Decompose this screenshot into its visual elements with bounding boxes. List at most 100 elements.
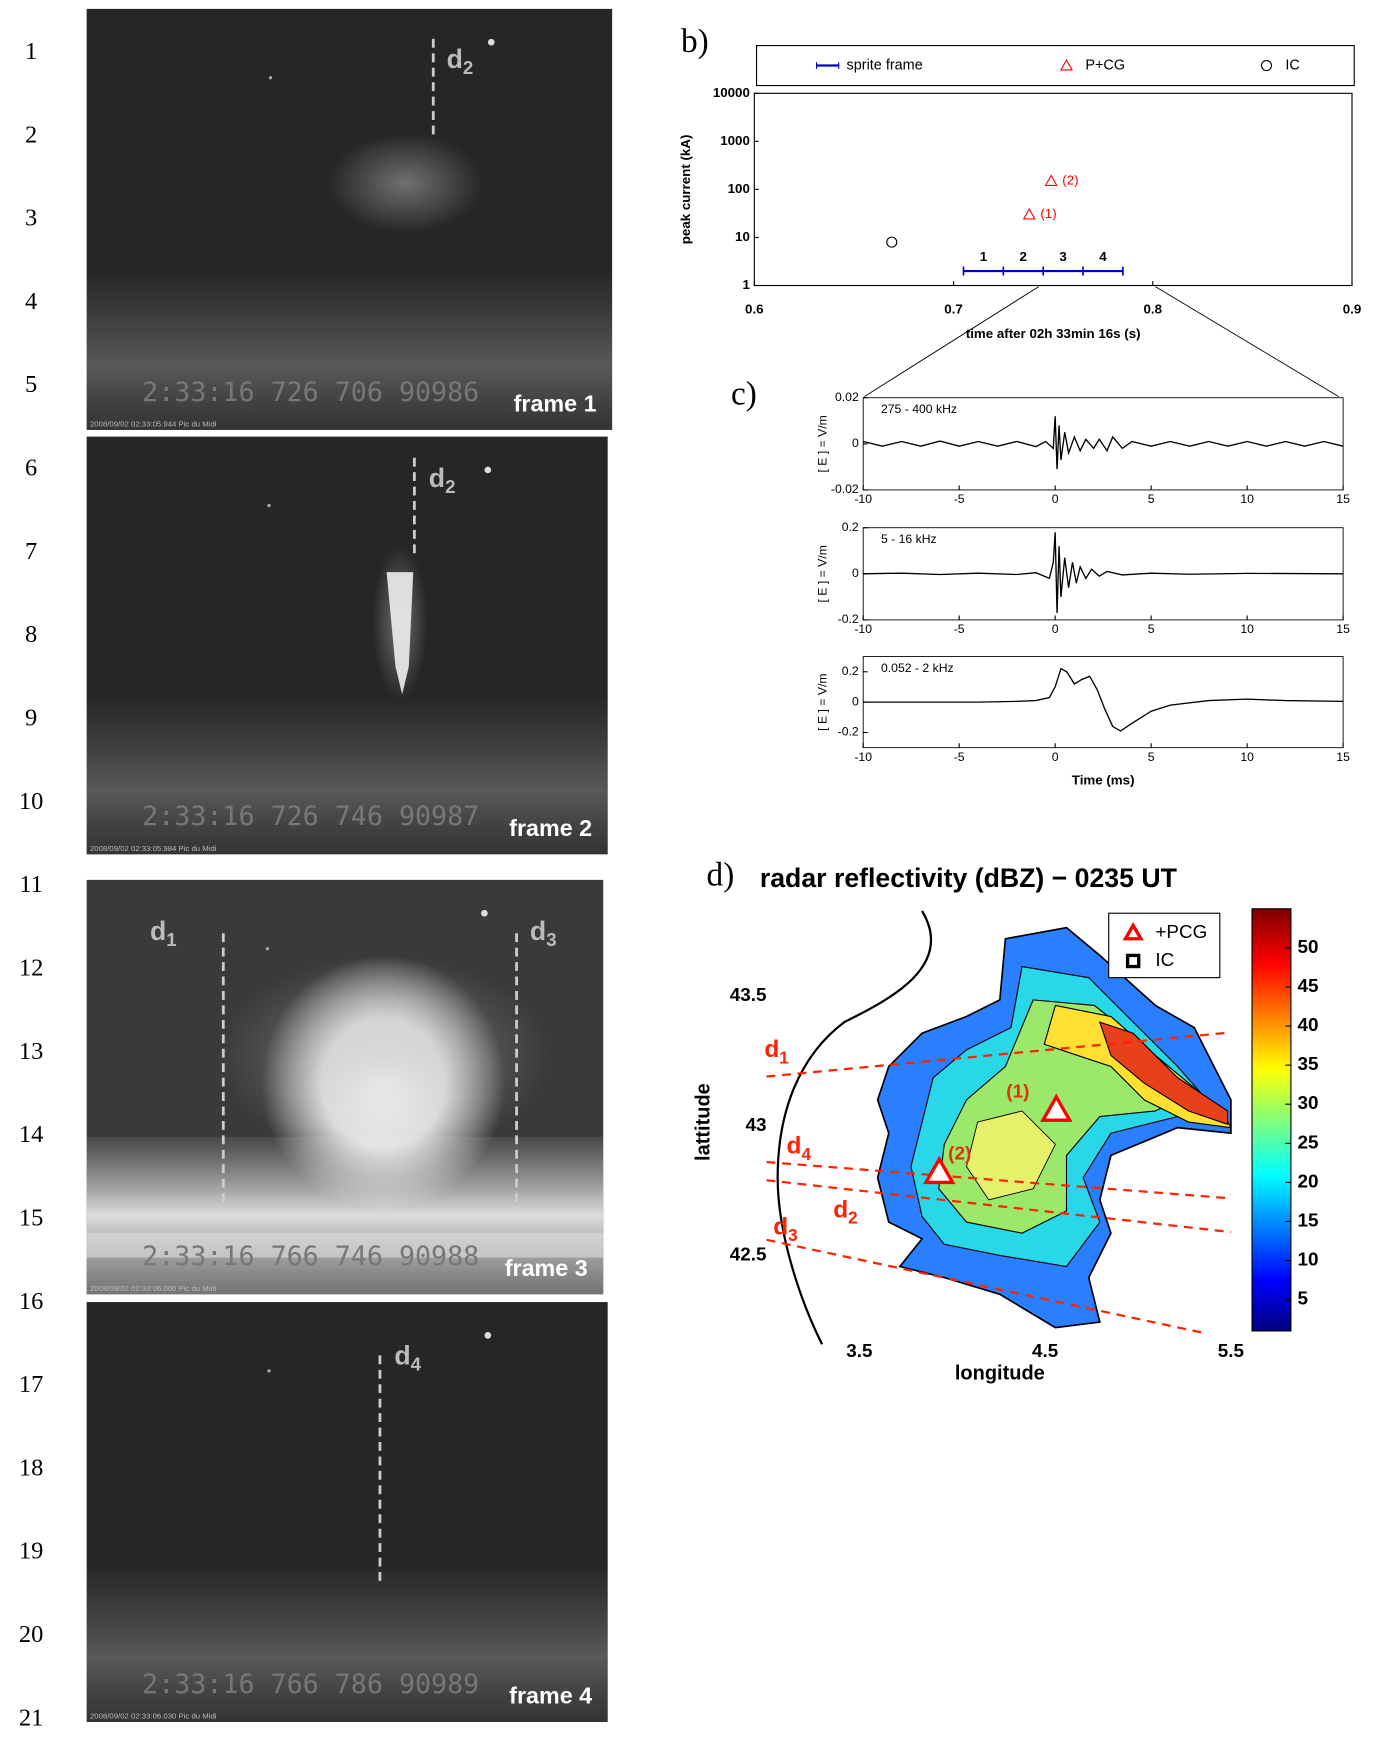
transect-label-sub: 3 (788, 1226, 798, 1245)
y-tick-label: -0.2 (838, 612, 859, 626)
y-tick-label: 10 (735, 229, 750, 244)
frame-overlay: 2:33:16 766 746 90988 (142, 1241, 479, 1272)
line-number: 4 (25, 288, 37, 315)
star (267, 1369, 271, 1373)
marker-label-main: d (447, 44, 463, 74)
transect-label: d3 (773, 1214, 797, 1244)
y-tick-label: -0.2 (838, 725, 859, 739)
line-number: 13 (19, 1038, 43, 1065)
transect-label: d2 (833, 1197, 857, 1227)
waveform (863, 532, 1344, 614)
marker-label-main: d (429, 463, 445, 493)
frame-footer: 2008/09/02 02:33:06.000 Pic du Midi (90, 1284, 217, 1293)
frame-number: 2 (1020, 249, 1027, 264)
x-axis-label: time after 02h 33min 16s (s) (966, 326, 1141, 341)
waveform (863, 667, 1344, 732)
y-axis-label: [ E ] = V/m (815, 545, 829, 602)
transect-label-sub: 2 (848, 1208, 858, 1227)
colorbar-tick-label: 15 (1298, 1210, 1319, 1231)
frame-footer: 2008/09/02 02:33:05.944 Pic du Midi (90, 419, 217, 428)
line-number: 19 (19, 1538, 43, 1565)
frame-label: frame 4 (509, 1683, 592, 1709)
colorbar-tick-label: 35 (1298, 1054, 1319, 1075)
x-axis-label: longitude (955, 1363, 1045, 1385)
marker-label-main: d (530, 916, 546, 946)
y-axis-label: lattitude (693, 1083, 715, 1161)
line-number: 5 (25, 371, 37, 398)
y-axis-label: [ E ] = V/m (815, 415, 829, 472)
star (265, 947, 270, 951)
star (484, 1332, 492, 1339)
pcg-marker (923, 1155, 956, 1185)
x-tick-label: 10 (1240, 750, 1254, 764)
marker-label: d4 (394, 1341, 421, 1375)
transect-label-sub: 1 (779, 1048, 789, 1067)
point-label: (2) (948, 1144, 971, 1165)
y-axis-label: peak current (kA) (678, 135, 693, 245)
y-tick-label: 0.02 (835, 390, 859, 404)
x-tick-label: 0.6 (745, 301, 764, 316)
star (487, 38, 495, 46)
x-tick-label: 10 (1240, 622, 1254, 636)
marker-label-sub: 2 (445, 476, 455, 497)
colorbar-tick-label: 25 (1298, 1132, 1319, 1153)
y-tick-label: 10000 (713, 85, 750, 100)
legend-box (755, 44, 1355, 87)
x-tick-label: 15 (1336, 750, 1350, 764)
frame-number: 3 (1059, 249, 1066, 264)
marker-label: d2 (429, 463, 456, 497)
video-frame (86, 879, 604, 1295)
legend-label: IC (1285, 57, 1299, 73)
y-tick-label: 43 (746, 1115, 767, 1136)
zoom-line (1155, 286, 1339, 397)
legend-label: sprite frame (847, 57, 923, 73)
video-frame (86, 8, 613, 430)
x-tick-label: -10 (854, 492, 872, 506)
transect-label: d1 (764, 1036, 789, 1066)
transect-label-main: d (764, 1036, 779, 1063)
pcg-marker (1040, 1093, 1073, 1122)
line-number: 15 (19, 1204, 43, 1231)
line-number: 10 (19, 788, 43, 815)
legend-label: IC (1155, 950, 1174, 971)
colorbar (1251, 908, 1292, 1332)
frame-label: frame 1 (514, 391, 597, 417)
x-tick-label: 0 (1052, 622, 1059, 636)
legend-symbol (1059, 58, 1073, 71)
marker-label: d1 (150, 916, 177, 950)
x-tick-label: 0 (1052, 492, 1059, 506)
line-number: 6 (25, 455, 37, 482)
frame-label: frame 2 (509, 815, 592, 841)
x-tick-label: 5.5 (1218, 1341, 1244, 1362)
legend-label: +PCG (1155, 922, 1207, 943)
marker-label-main: d (394, 1341, 410, 1371)
y-axis-label: [ E ] = V/m (815, 673, 829, 730)
video-frame (86, 436, 608, 855)
star (267, 503, 271, 508)
y-tick-label: 0.2 (842, 664, 859, 678)
line-number: 14 (19, 1121, 43, 1148)
band-label: 5 - 16 kHz (881, 532, 937, 546)
horizon-haze (86, 695, 608, 855)
pcg-point (1044, 174, 1058, 186)
sprite-glow (327, 133, 484, 234)
video-frame (86, 1302, 608, 1723)
marker-label-sub: 3 (546, 929, 556, 950)
frame-footer: 2008/09/02 02:33:06.030 Pic du Midi (90, 1711, 217, 1720)
panel-label: b) (681, 23, 709, 60)
transect-line (766, 1238, 1206, 1335)
frame-footer: 2008/09/02 02:33:05.984 Pic du Midi (90, 844, 217, 853)
colorbar-tick-label: 40 (1298, 1015, 1319, 1036)
panel-label: d) (707, 856, 735, 893)
x-tick-label: 0.8 (1144, 301, 1163, 316)
x-tick-label: 0.7 (944, 301, 963, 316)
marker-label: d3 (530, 916, 557, 950)
bright-band (86, 1233, 604, 1258)
colorbar-tick-label: 10 (1298, 1250, 1319, 1271)
transect-line (766, 1179, 1232, 1234)
y-tick-label: 0 (852, 436, 859, 450)
x-tick-label: 5 (1148, 750, 1155, 764)
frame-number: 4 (1099, 249, 1107, 264)
line-number: 18 (19, 1454, 43, 1481)
sprite-core (386, 572, 414, 695)
